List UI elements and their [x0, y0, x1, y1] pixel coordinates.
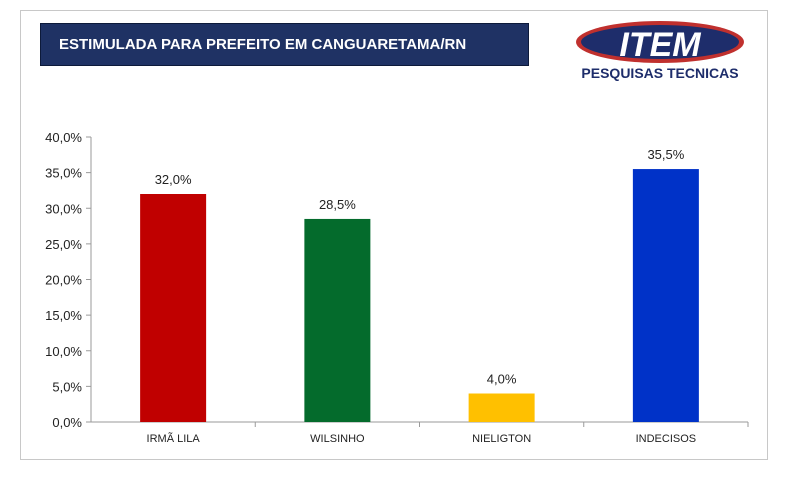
y-tick-label: 10,0% [45, 344, 82, 359]
data-label: 35,5% [647, 147, 684, 162]
data-label: 32,0% [155, 172, 192, 187]
y-tick-label: 40,0% [45, 130, 82, 145]
bar [140, 194, 207, 422]
bar [468, 393, 535, 422]
y-tick-label: 0,0% [52, 415, 82, 430]
y-tick-label: 30,0% [45, 201, 82, 216]
y-tick-label: 25,0% [45, 237, 82, 252]
data-label: 4,0% [487, 372, 517, 387]
y-tick-label: 20,0% [45, 273, 82, 288]
y-tick-label: 35,0% [45, 166, 82, 181]
x-category-label: IRMÃ LILA [147, 432, 201, 445]
logo-inner-ring [581, 25, 739, 59]
x-category-label: INDECISOS [636, 433, 697, 445]
y-tick-label: 15,0% [45, 308, 82, 323]
bar [304, 218, 371, 422]
bar [632, 169, 699, 422]
item-logo: ITEM PESQUISAS TECNICAS [576, 21, 744, 81]
logo-sub-text: PESQUISAS TECNICAS [581, 65, 738, 81]
chart-title: ESTIMULADA PARA PREFEITO EM CANGUARETAMA… [59, 36, 467, 53]
logo-main-text: ITEM [619, 26, 701, 64]
chart-title-banner: ESTIMULADA PARA PREFEITO EM CANGUARETAMA… [40, 23, 529, 66]
data-label: 28,5% [319, 197, 356, 212]
x-category-label: WILSINHO [310, 433, 365, 445]
x-category-label: NIELIGTON [472, 433, 531, 445]
y-tick-label: 5,0% [52, 379, 82, 394]
